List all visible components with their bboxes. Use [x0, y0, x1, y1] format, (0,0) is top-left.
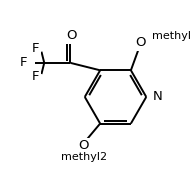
- Text: O: O: [79, 139, 89, 152]
- Text: O: O: [135, 36, 145, 49]
- Text: O: O: [66, 29, 76, 42]
- Text: F: F: [20, 56, 27, 69]
- Text: N: N: [153, 90, 162, 103]
- Text: F: F: [32, 70, 40, 83]
- Text: F: F: [32, 42, 40, 55]
- Text: methyl2: methyl2: [61, 152, 107, 162]
- Text: methyl: methyl: [152, 31, 191, 41]
